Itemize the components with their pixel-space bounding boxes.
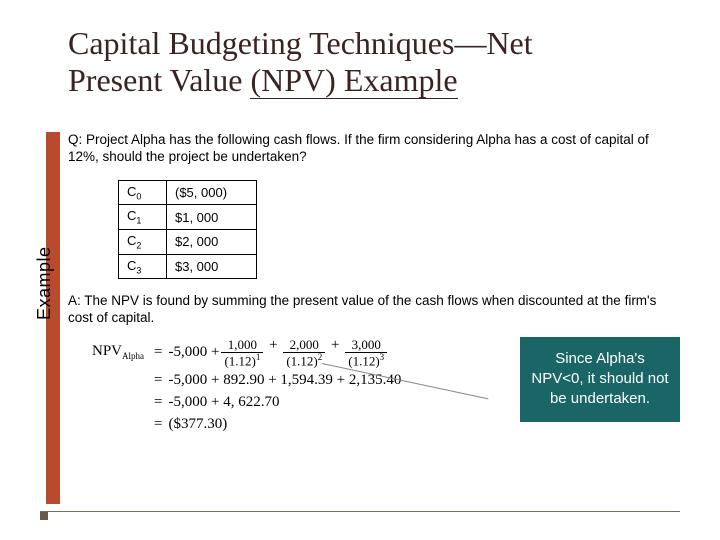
fraction-term: 1,000(1.12)1 (221, 338, 263, 368)
question-text: Q: Project Alpha has the following cash … (68, 132, 680, 166)
title-line-2a: Present Value (68, 62, 250, 98)
title-line-1: Capital Budgeting Techniques—Net (68, 25, 533, 61)
table-row: C2$2, 000 (119, 229, 257, 254)
fraction-term: 3,000(1.12)3 (345, 338, 387, 368)
footer-square-icon (40, 512, 48, 520)
table-row: C3$3, 000 (119, 254, 257, 279)
content-area: Q: Project Alpha has the following cash … (68, 132, 680, 437)
table-row: C1$1, 000 (119, 205, 257, 230)
fraction-term: 2,000(1.12)2 (283, 338, 325, 368)
example-label: Example (34, 246, 55, 320)
formula-lhs: NPVAlpha (92, 343, 144, 361)
title-line-2b: (NPV) Example (250, 62, 457, 99)
cashflow-table: C0($5, 000)C1$1, 000C2$2, 000C3$3, 000 (118, 180, 257, 279)
conclusion-callout: Since Alpha's NPV<0, it should not be un… (520, 337, 680, 422)
footer-rule (40, 511, 680, 512)
answer-text: A: The NPV is found by summing the prese… (68, 293, 680, 327)
slide-title: Capital Budgeting Techniques—Net Present… (68, 25, 680, 99)
table-row: C0($5, 000) (119, 180, 257, 205)
slide: Capital Budgeting Techniques—Net Present… (0, 0, 720, 540)
formula-area: NPVAlpha = -5,000 + 1,000(1.12)1 + 2,000… (92, 337, 680, 434)
